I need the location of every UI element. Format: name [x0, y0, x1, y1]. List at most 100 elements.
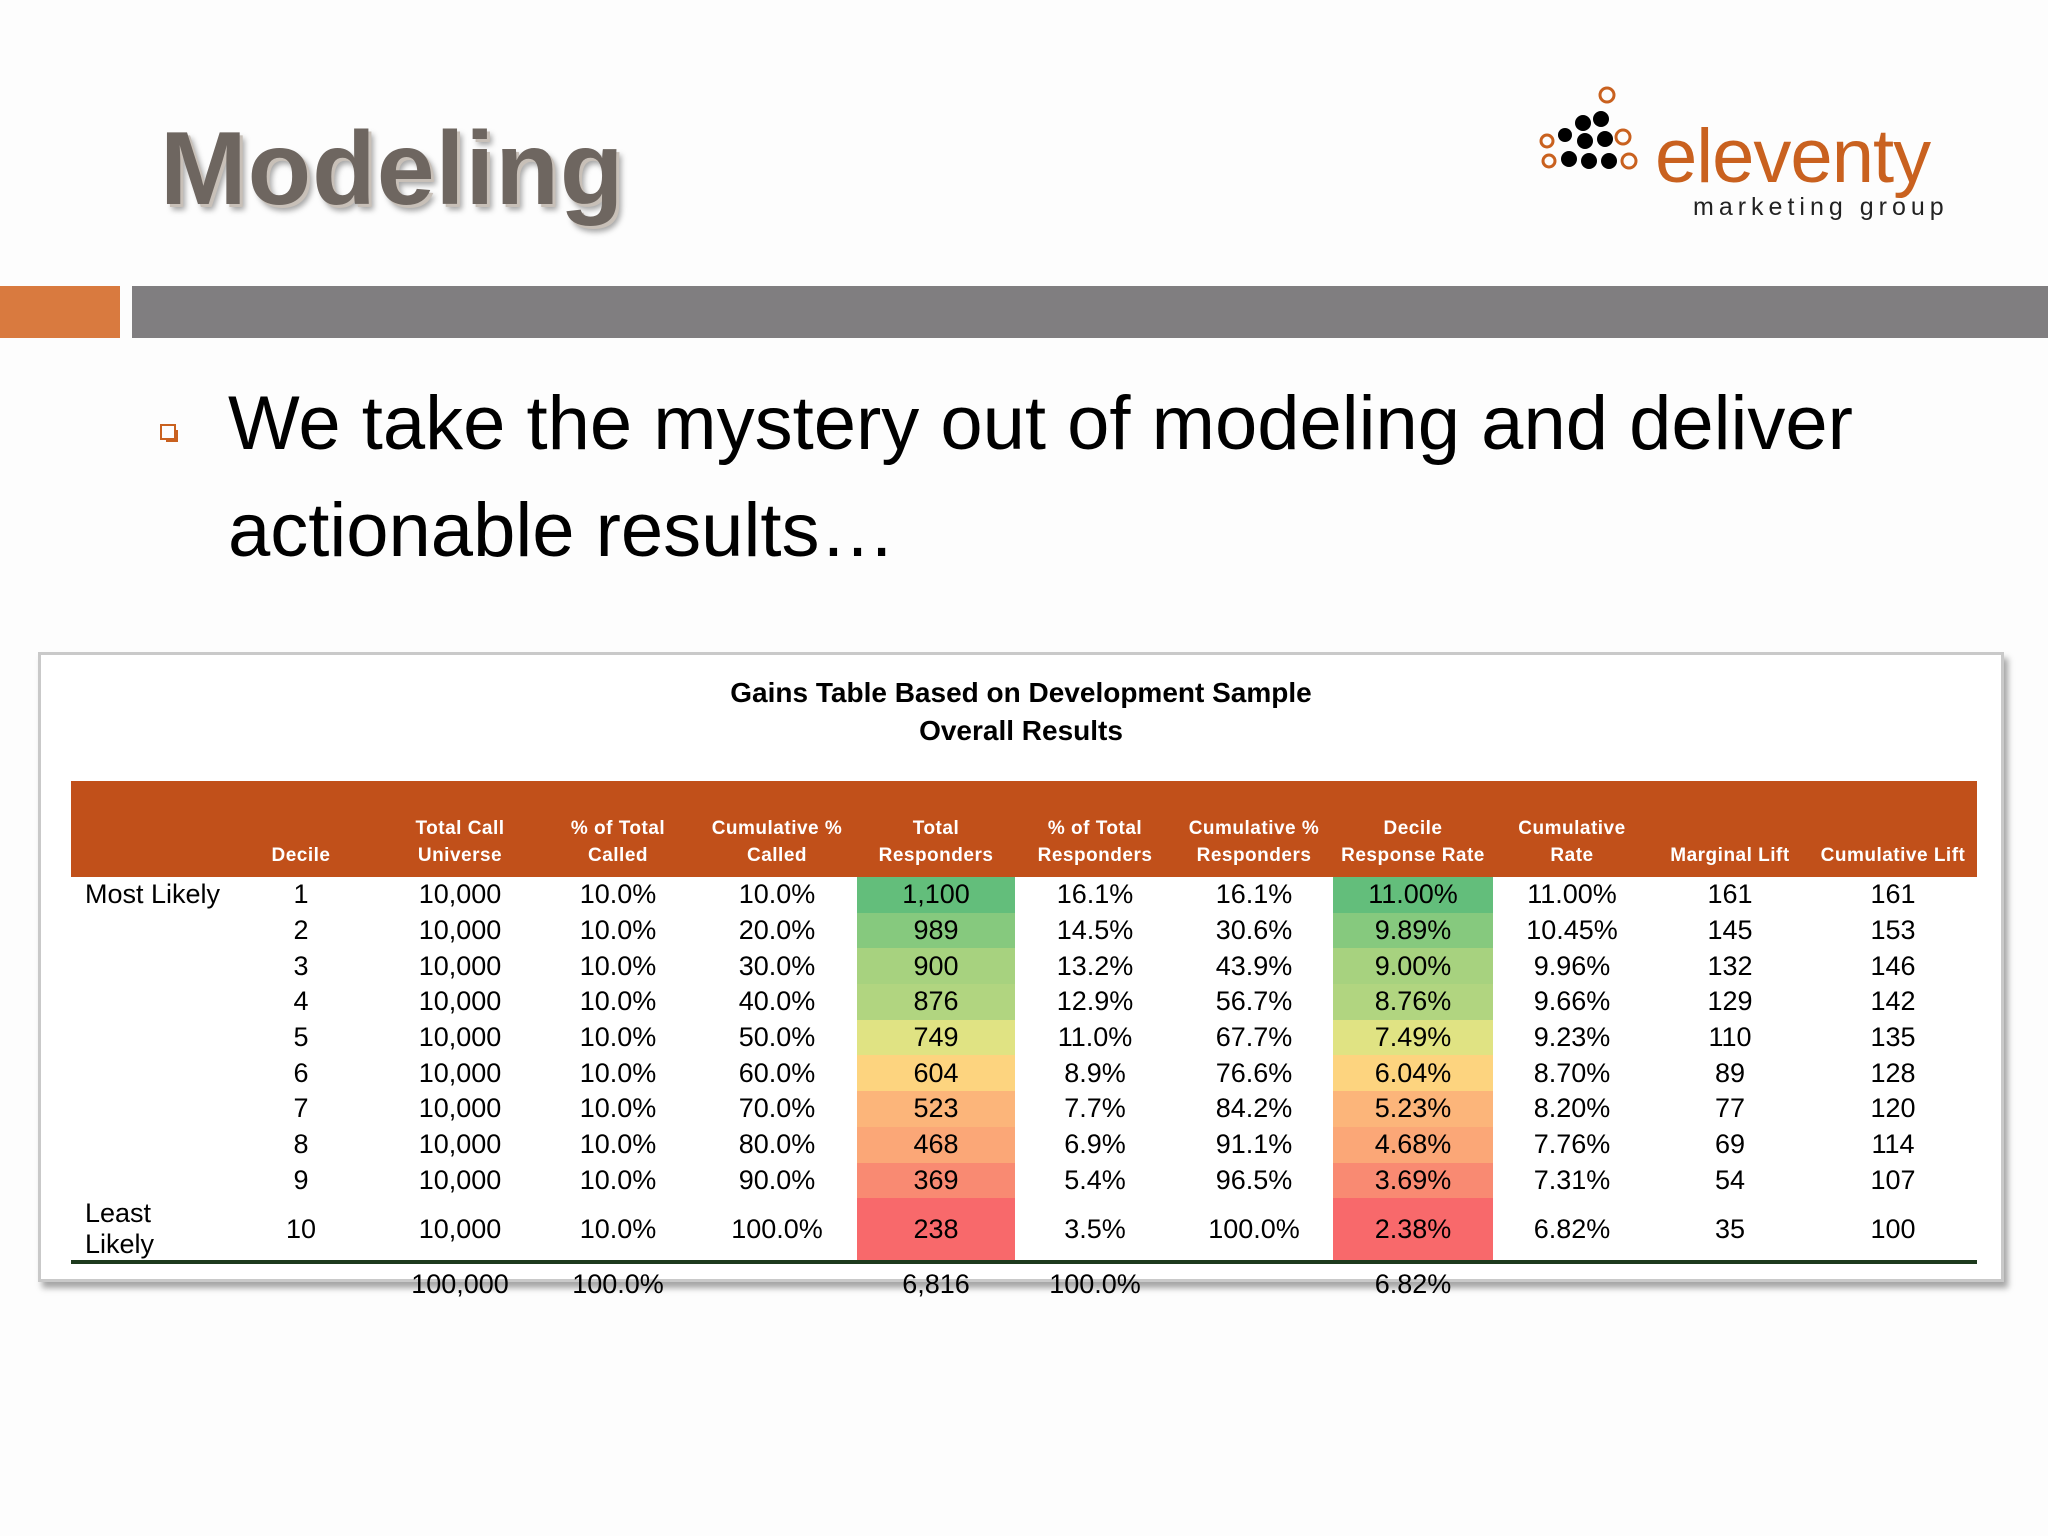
row-label	[71, 913, 221, 949]
table-cell: 9.23%	[1533, 1022, 1611, 1053]
table-cell: 6.9%	[1064, 1129, 1126, 1160]
row-label: Most Likely	[85, 879, 221, 910]
table-cell: 67.7%	[1215, 1022, 1293, 1053]
table-cell: 56.7%	[1215, 986, 1293, 1017]
table-cell: 10.0%	[579, 1022, 657, 1053]
table-cell: 9	[293, 1164, 309, 1195]
table-title: Gains Table Based on Development Sample	[730, 677, 1312, 708]
table-cell: 13.2%	[1056, 950, 1134, 981]
table-cell: 523	[857, 1091, 1015, 1127]
total-cell	[1809, 1262, 1977, 1304]
table-cell: 10,000	[381, 1198, 539, 1265]
bullet-text: We take the mystery out of modeling and …	[228, 381, 1853, 573]
row-label	[71, 1127, 221, 1163]
table-cell: 161	[1870, 879, 1916, 910]
table-cell: 7.49%	[1333, 1019, 1493, 1056]
table-header-cell: Cumulative % Called	[697, 781, 857, 877]
table-cell: 10,000	[418, 1164, 502, 1195]
accent-bar-orange	[0, 286, 120, 338]
table-cell: 468	[857, 1126, 1015, 1163]
header-line-1: Cumulative	[1518, 818, 1626, 839]
table-cell: 54	[1714, 1164, 1746, 1195]
table-header-cell: Cumulative % Responders	[1175, 781, 1333, 877]
table-cell: 7.76%	[1533, 1129, 1611, 1160]
table-cell: 10.0%	[579, 1057, 657, 1088]
table-cell: 604	[857, 1055, 1015, 1092]
table-cell: 9.66%	[1533, 986, 1611, 1017]
header-line-1	[221, 815, 381, 842]
table-cell: 6.04%	[1333, 1055, 1493, 1092]
table-header-cell: Decile Response Rate	[1333, 781, 1493, 877]
table-cell: 12.9%	[1056, 986, 1134, 1017]
total-cell: 100.0%	[1049, 1268, 1141, 1299]
table-cell: 876	[857, 984, 1015, 1020]
checkbox-bullet-icon	[160, 424, 178, 442]
header-line-1: Total	[912, 818, 960, 839]
table-cell: 146	[1870, 950, 1916, 981]
table-cell: 10,000	[418, 879, 502, 910]
logo-tagline: marketing group	[1693, 193, 1949, 221]
header-line-2: Called	[746, 845, 808, 866]
table-cell: 10.45%	[1526, 915, 1618, 946]
table-row: Most Likely 1 10,000 10.0% 10.0% 1,100 16.1% 16…	[71, 877, 1977, 913]
total-cell: 100.0%	[572, 1268, 664, 1299]
table-cell: 76.6%	[1215, 1057, 1293, 1088]
table-cell: 7.31%	[1533, 1164, 1611, 1195]
table-cell: 10.0%	[579, 879, 657, 910]
table-cell: 4	[293, 986, 309, 1017]
table-cell: 10.0%	[579, 915, 657, 946]
header-line-2: Decile	[271, 845, 331, 866]
table-cell: 9.89%	[1333, 912, 1493, 949]
table-row: 3 10,000 10.0% 30.0% 900 13.2% 43.9% 9.00% 9.96%…	[71, 948, 1977, 985]
table-cell: 161	[1707, 879, 1753, 910]
table-header-cell: Total Responders	[857, 781, 1015, 877]
table-cell: 10,000	[418, 915, 502, 946]
table-cell: 4.68%	[1333, 1126, 1493, 1163]
totals-row: 100,000 100.0% 6,816 100.0% 6.82%	[71, 1262, 1977, 1304]
header-line-2: Called	[587, 845, 649, 866]
table-row: Least Likely 10 10,000 10.0% 100.0% 238 3.5% 10…	[71, 1198, 1977, 1265]
table-cell: 80.0%	[738, 1129, 816, 1160]
table-cell: 6.82%	[1493, 1198, 1651, 1265]
table-cell: 89	[1714, 1057, 1746, 1088]
total-cell: 100,000	[411, 1268, 509, 1299]
table-cell: 8.76%	[1333, 984, 1493, 1020]
table-header-cell	[71, 781, 221, 877]
table-row: 8 10,000 10.0% 80.0% 468 6.9% 91.1% 4.68% 7.76% 6…	[71, 1126, 1977, 1163]
header-line-2: Responders	[1037, 845, 1153, 866]
table-subtitle: Overall Results	[919, 715, 1123, 746]
header-line-2: Rate	[1550, 845, 1594, 866]
table-cell: 132	[1707, 950, 1753, 981]
table-cell: 10.0%	[579, 1164, 657, 1195]
table-cell: 128	[1870, 1057, 1916, 1088]
table-cell: 11.0%	[1057, 1022, 1133, 1053]
table-cell: 40.0%	[738, 986, 816, 1017]
table-cell: 10.0%	[579, 986, 657, 1017]
table-cell: 3.5%	[1015, 1198, 1175, 1265]
row-label	[71, 984, 221, 1020]
header-line-1: Total Call	[415, 818, 505, 839]
table-cell: 153	[1870, 915, 1916, 946]
table-cell: 77	[1714, 1093, 1746, 1124]
table-cell: 9.96%	[1533, 950, 1611, 981]
table-cell: 10,000	[418, 986, 502, 1017]
table-cell: 1	[293, 879, 309, 910]
table-cell: 145	[1707, 915, 1753, 946]
eleventy-logo: eleventy marketing group	[1535, 85, 1995, 225]
row-label	[71, 948, 221, 984]
row-label: Least Likely	[71, 1198, 221, 1265]
table-cell: 50.0%	[738, 1022, 816, 1053]
table-cell: 7	[293, 1093, 309, 1124]
table-cell: 10.0%	[738, 879, 816, 910]
table-cell: 5.23%	[1333, 1091, 1493, 1127]
table-cell: 10.0%	[579, 1129, 657, 1160]
table-cell: 16.1%	[1056, 879, 1134, 910]
slide-title: Modeling	[160, 111, 625, 227]
header-line-1: % of Total	[570, 818, 666, 839]
table-cell: 3.69%	[1333, 1162, 1493, 1199]
row-label	[71, 1020, 221, 1056]
table-header-cell: Marginal Lift	[1651, 781, 1809, 877]
table-header-cell: % of Total Called	[539, 781, 697, 877]
total-cell: 6,816	[902, 1268, 970, 1299]
table-cell: 10.0%	[579, 1093, 657, 1124]
